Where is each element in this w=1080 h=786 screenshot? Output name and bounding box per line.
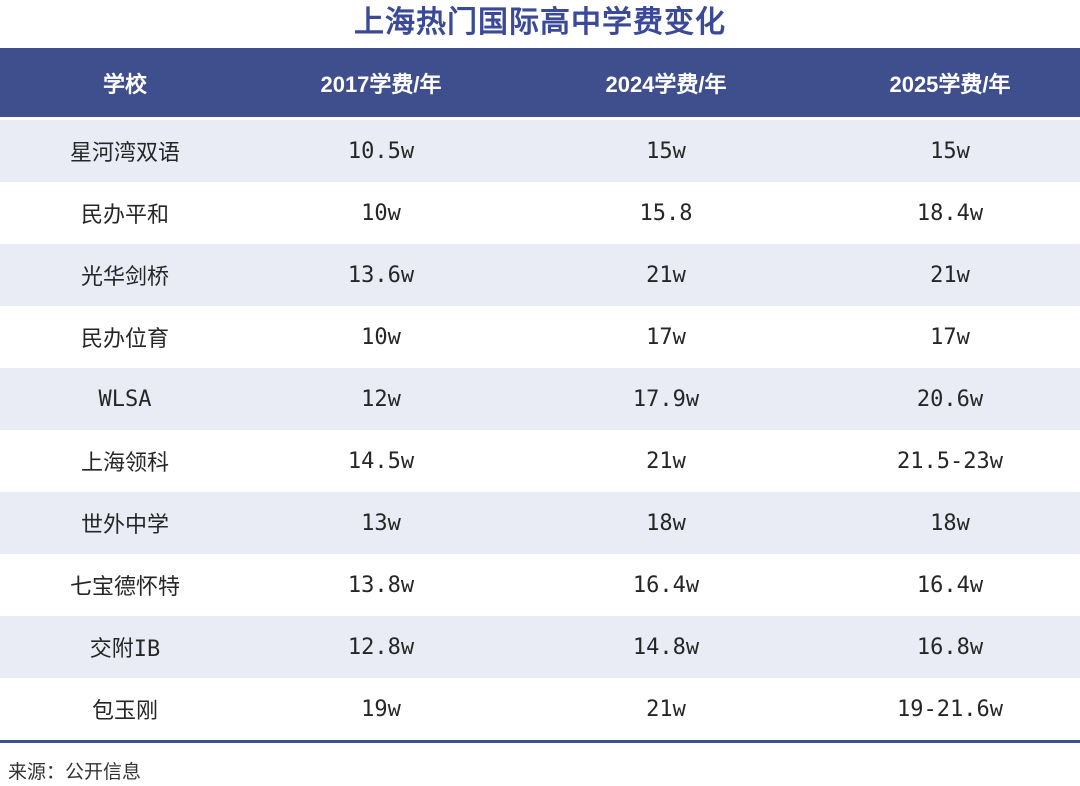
fee-cell: 18w <box>646 510 686 536</box>
fee-cell: 21w <box>646 448 686 474</box>
bottom-divider <box>0 740 1080 743</box>
fee-cell: 12.8w <box>347 634 415 660</box>
table-row: 上海领科 14.5w 21w 21.5-23w <box>0 430 1080 492</box>
fee-cell: 15.8 <box>639 200 693 226</box>
fee-cell: 18w <box>930 510 970 536</box>
fee-cell: 15w <box>646 138 686 164</box>
column-header: 2017学费/年 <box>250 48 512 120</box>
tuition-fee-table: 学校 2017学费/年 2024学费/年 2025学费/年 星河湾双语 10.5w 15w… <box>0 48 1080 740</box>
school-cell: 交附IB <box>89 637 161 662</box>
table-row: 光华剑桥 13.6w 21w 21w <box>0 244 1080 306</box>
source-note: 来源：公开信息 <box>8 762 142 783</box>
table-row: 交附IB 12.8w 14.8w 16.8w <box>0 616 1080 678</box>
table-row: 世外中学 13w 18w 18w <box>0 492 1080 554</box>
page-title: 上海热门国际高中学费变化 <box>354 6 726 39</box>
fee-cell: 15w <box>930 138 970 164</box>
fee-cell: 10w <box>361 200 401 226</box>
fee-cell: 13.8w <box>347 572 415 598</box>
fee-cell: 17w <box>930 324 970 350</box>
school-cell: 七宝德怀特 <box>69 575 180 600</box>
fee-cell: 14.8w <box>632 634 700 660</box>
school-cell: 上海领科 <box>80 451 169 476</box>
fee-cell: 19w <box>361 696 401 722</box>
school-cell: 民办位育 <box>80 327 169 352</box>
fee-cell: 12w <box>361 386 401 412</box>
fee-cell: 10w <box>361 324 401 350</box>
fee-cell: 21w <box>646 262 686 288</box>
table-row: 星河湾双语 10.5w 15w 15w <box>0 120 1080 182</box>
fee-cell: 14.5w <box>347 448 415 474</box>
school-cell: 光华剑桥 <box>80 265 169 290</box>
school-cell: WLSA <box>98 386 152 412</box>
school-cell: 包玉刚 <box>91 699 158 724</box>
fee-cell: 20.6w <box>916 386 984 412</box>
fee-cell: 21.5-23w <box>897 448 1003 474</box>
column-header: 2025学费/年 <box>820 48 1080 120</box>
fee-cell: 17w <box>646 324 686 350</box>
fee-cell: 16.8w <box>916 634 984 660</box>
school-cell: 星河湾双语 <box>69 141 180 166</box>
table-row: 包玉刚 19w 21w 19-21.6w <box>0 678 1080 740</box>
table-row: WLSA 12w 17.9w 20.6w <box>0 368 1080 430</box>
fee-cell: 13.6w <box>347 262 415 288</box>
school-cell: 世外中学 <box>80 513 169 538</box>
table-header-row: 学校 2017学费/年 2024学费/年 2025学费/年 <box>0 48 1080 120</box>
column-header: 学校 <box>0 48 250 120</box>
fee-cell: 17.9w <box>632 386 700 412</box>
table-row: 民办位育 10w 17w 17w <box>0 306 1080 368</box>
fee-cell: 21w <box>646 696 686 722</box>
fee-cell: 19-21.6w <box>897 696 1003 722</box>
fee-cell: 18.4w <box>916 200 984 226</box>
fee-cell: 13w <box>361 510 401 536</box>
fee-cell: 21w <box>930 262 970 288</box>
column-header: 2024学费/年 <box>512 48 820 120</box>
table-row: 七宝德怀特 13.8w 16.4w 16.4w <box>0 554 1080 616</box>
fee-cell: 10.5w <box>347 138 415 164</box>
table-row: 民办平和 10w 15.8 18.4w <box>0 182 1080 244</box>
fee-cell: 16.4w <box>632 572 700 598</box>
fee-cell: 16.4w <box>916 572 984 598</box>
school-cell: 民办平和 <box>80 203 169 228</box>
